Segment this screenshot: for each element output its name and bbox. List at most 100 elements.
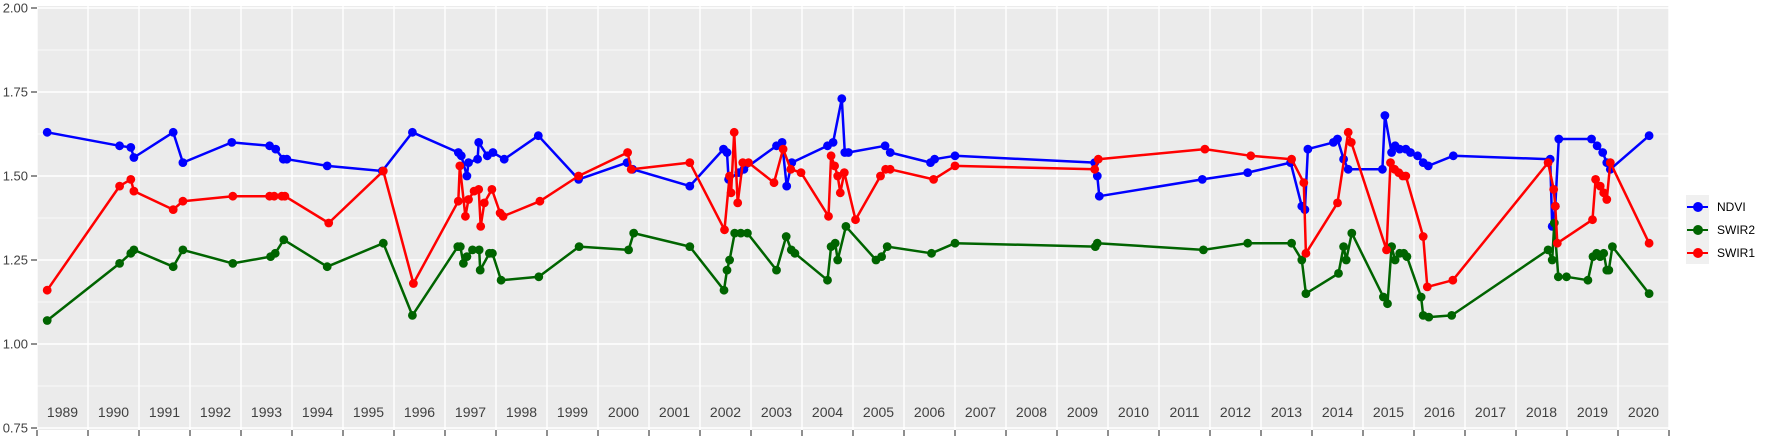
x-tick-label: 2020 bbox=[1628, 404, 1659, 420]
data-point-swir1 bbox=[1246, 151, 1256, 161]
data-point-swir1 bbox=[1448, 275, 1458, 285]
data-point-ndvi bbox=[533, 131, 543, 141]
data-point-swir2 bbox=[790, 248, 800, 258]
data-point-swir1 bbox=[378, 166, 388, 176]
data-point-swir1 bbox=[1333, 198, 1342, 208]
data-point-swir1 bbox=[1605, 158, 1615, 168]
data-point-swir2 bbox=[496, 275, 506, 285]
data-point-swir1 bbox=[324, 218, 334, 228]
data-point-swir1 bbox=[1090, 164, 1100, 174]
data-point-swir1 bbox=[464, 195, 473, 204]
data-point-swir2 bbox=[1562, 272, 1571, 282]
data-point-swir1 bbox=[574, 171, 583, 181]
data-point-swir1 bbox=[168, 205, 178, 215]
data-point-swir1 bbox=[830, 161, 839, 171]
y-tick-label: 1.75 bbox=[3, 85, 28, 100]
data-point-ndvi bbox=[1644, 131, 1654, 141]
x-tick-label: 1989 bbox=[47, 404, 78, 420]
data-point-ndvi bbox=[1243, 168, 1253, 178]
data-point-swir1 bbox=[1602, 195, 1612, 204]
data-point-swir1 bbox=[115, 181, 124, 191]
data-point-swir2 bbox=[1608, 242, 1617, 252]
data-point-swir1 bbox=[1287, 154, 1296, 164]
data-point-swir1 bbox=[769, 178, 779, 188]
data-point-swir2 bbox=[459, 259, 468, 268]
data-point-swir1 bbox=[839, 168, 849, 178]
data-point-swir1 bbox=[796, 168, 806, 178]
x-tick-label: 2001 bbox=[659, 404, 690, 420]
x-tick-label: 2009 bbox=[1067, 404, 1098, 420]
data-point-swir1 bbox=[623, 148, 632, 157]
legend-label-swir2: SWIR2 bbox=[1717, 222, 1756, 237]
data-point-ndvi bbox=[782, 181, 792, 191]
data-point-swir1 bbox=[498, 211, 508, 221]
data-point-ndvi bbox=[1598, 148, 1608, 157]
data-point-swir1 bbox=[455, 161, 465, 171]
data-point-swir2 bbox=[129, 245, 139, 255]
data-point-swir1 bbox=[876, 171, 885, 181]
data-point-swir2 bbox=[178, 245, 188, 255]
data-point-ndvi bbox=[474, 138, 484, 147]
legend-item-swir1: SWIR1 bbox=[1686, 241, 1755, 264]
data-point-swir2 bbox=[168, 262, 178, 272]
data-point-swir1 bbox=[1200, 144, 1210, 154]
x-tick-label: 2017 bbox=[1475, 404, 1506, 420]
data-point-ndvi bbox=[950, 151, 960, 161]
data-point-swir2 bbox=[927, 248, 936, 258]
data-point-swir2 bbox=[1334, 269, 1343, 278]
x-tick-label: 1994 bbox=[302, 404, 333, 420]
data-point-swir1 bbox=[851, 215, 860, 225]
data-point-ndvi bbox=[685, 181, 695, 191]
x-tick-label: 1992 bbox=[200, 404, 231, 420]
data-point-swir2 bbox=[1644, 289, 1654, 298]
data-point-ndvi bbox=[282, 154, 292, 164]
x-tick-label: 2002 bbox=[710, 404, 741, 420]
data-point-ndvi bbox=[129, 153, 139, 162]
x-tick-label: 2006 bbox=[914, 404, 945, 420]
data-point-swir2 bbox=[1243, 238, 1253, 248]
data-point-ndvi bbox=[227, 138, 237, 147]
x-tick-label: 2005 bbox=[863, 404, 894, 420]
data-point-swir1 bbox=[487, 185, 497, 194]
data-point-swir1 bbox=[744, 158, 753, 168]
data-point-swir1 bbox=[1299, 178, 1309, 188]
x-tick-label: 1993 bbox=[251, 404, 282, 420]
data-point-swir1 bbox=[685, 158, 695, 168]
data-point-ndvi bbox=[126, 143, 136, 152]
data-point-swir1 bbox=[1382, 245, 1391, 255]
data-point-swir2 bbox=[574, 242, 584, 252]
data-point-swir1 bbox=[1644, 238, 1654, 248]
data-point-swir2 bbox=[475, 265, 485, 275]
data-point-swir1 bbox=[1552, 238, 1562, 248]
data-point-ndvi bbox=[271, 144, 281, 154]
data-point-ndvi bbox=[456, 151, 466, 161]
data-point-swir2 bbox=[42, 316, 52, 325]
data-point-ndvi bbox=[1413, 151, 1422, 161]
data-point-swir2 bbox=[270, 248, 280, 258]
data-point-ndvi bbox=[1197, 175, 1207, 184]
data-point-ndvi bbox=[1448, 151, 1458, 161]
data-point-swir1 bbox=[178, 196, 188, 206]
data-point-swir2 bbox=[1547, 255, 1557, 265]
data-point-swir1 bbox=[1550, 201, 1560, 211]
data-point-swir2 bbox=[1287, 238, 1296, 248]
data-point-swir1 bbox=[409, 279, 418, 288]
data-point-swir1 bbox=[833, 171, 843, 181]
legend-key-swir1 bbox=[1686, 241, 1709, 264]
data-point-ndvi bbox=[1092, 171, 1102, 181]
data-point-swir1 bbox=[726, 188, 736, 198]
data-point-swir1 bbox=[1343, 127, 1353, 137]
data-point-swir1 bbox=[1599, 188, 1609, 198]
data-point-swir1 bbox=[1549, 185, 1559, 194]
data-point-swir1 bbox=[461, 211, 470, 221]
data-point-swir1 bbox=[42, 285, 52, 295]
data-point-ndvi bbox=[1423, 161, 1433, 171]
x-tick-label: 2008 bbox=[1016, 404, 1047, 420]
data-point-ndvi bbox=[1378, 164, 1387, 174]
data-point-swir1 bbox=[453, 196, 463, 206]
data-point-ndvi bbox=[1303, 144, 1313, 154]
y-tick-label: 1.25 bbox=[3, 253, 28, 268]
data-point-ndvi bbox=[408, 127, 417, 137]
data-point-swir2 bbox=[719, 285, 729, 295]
